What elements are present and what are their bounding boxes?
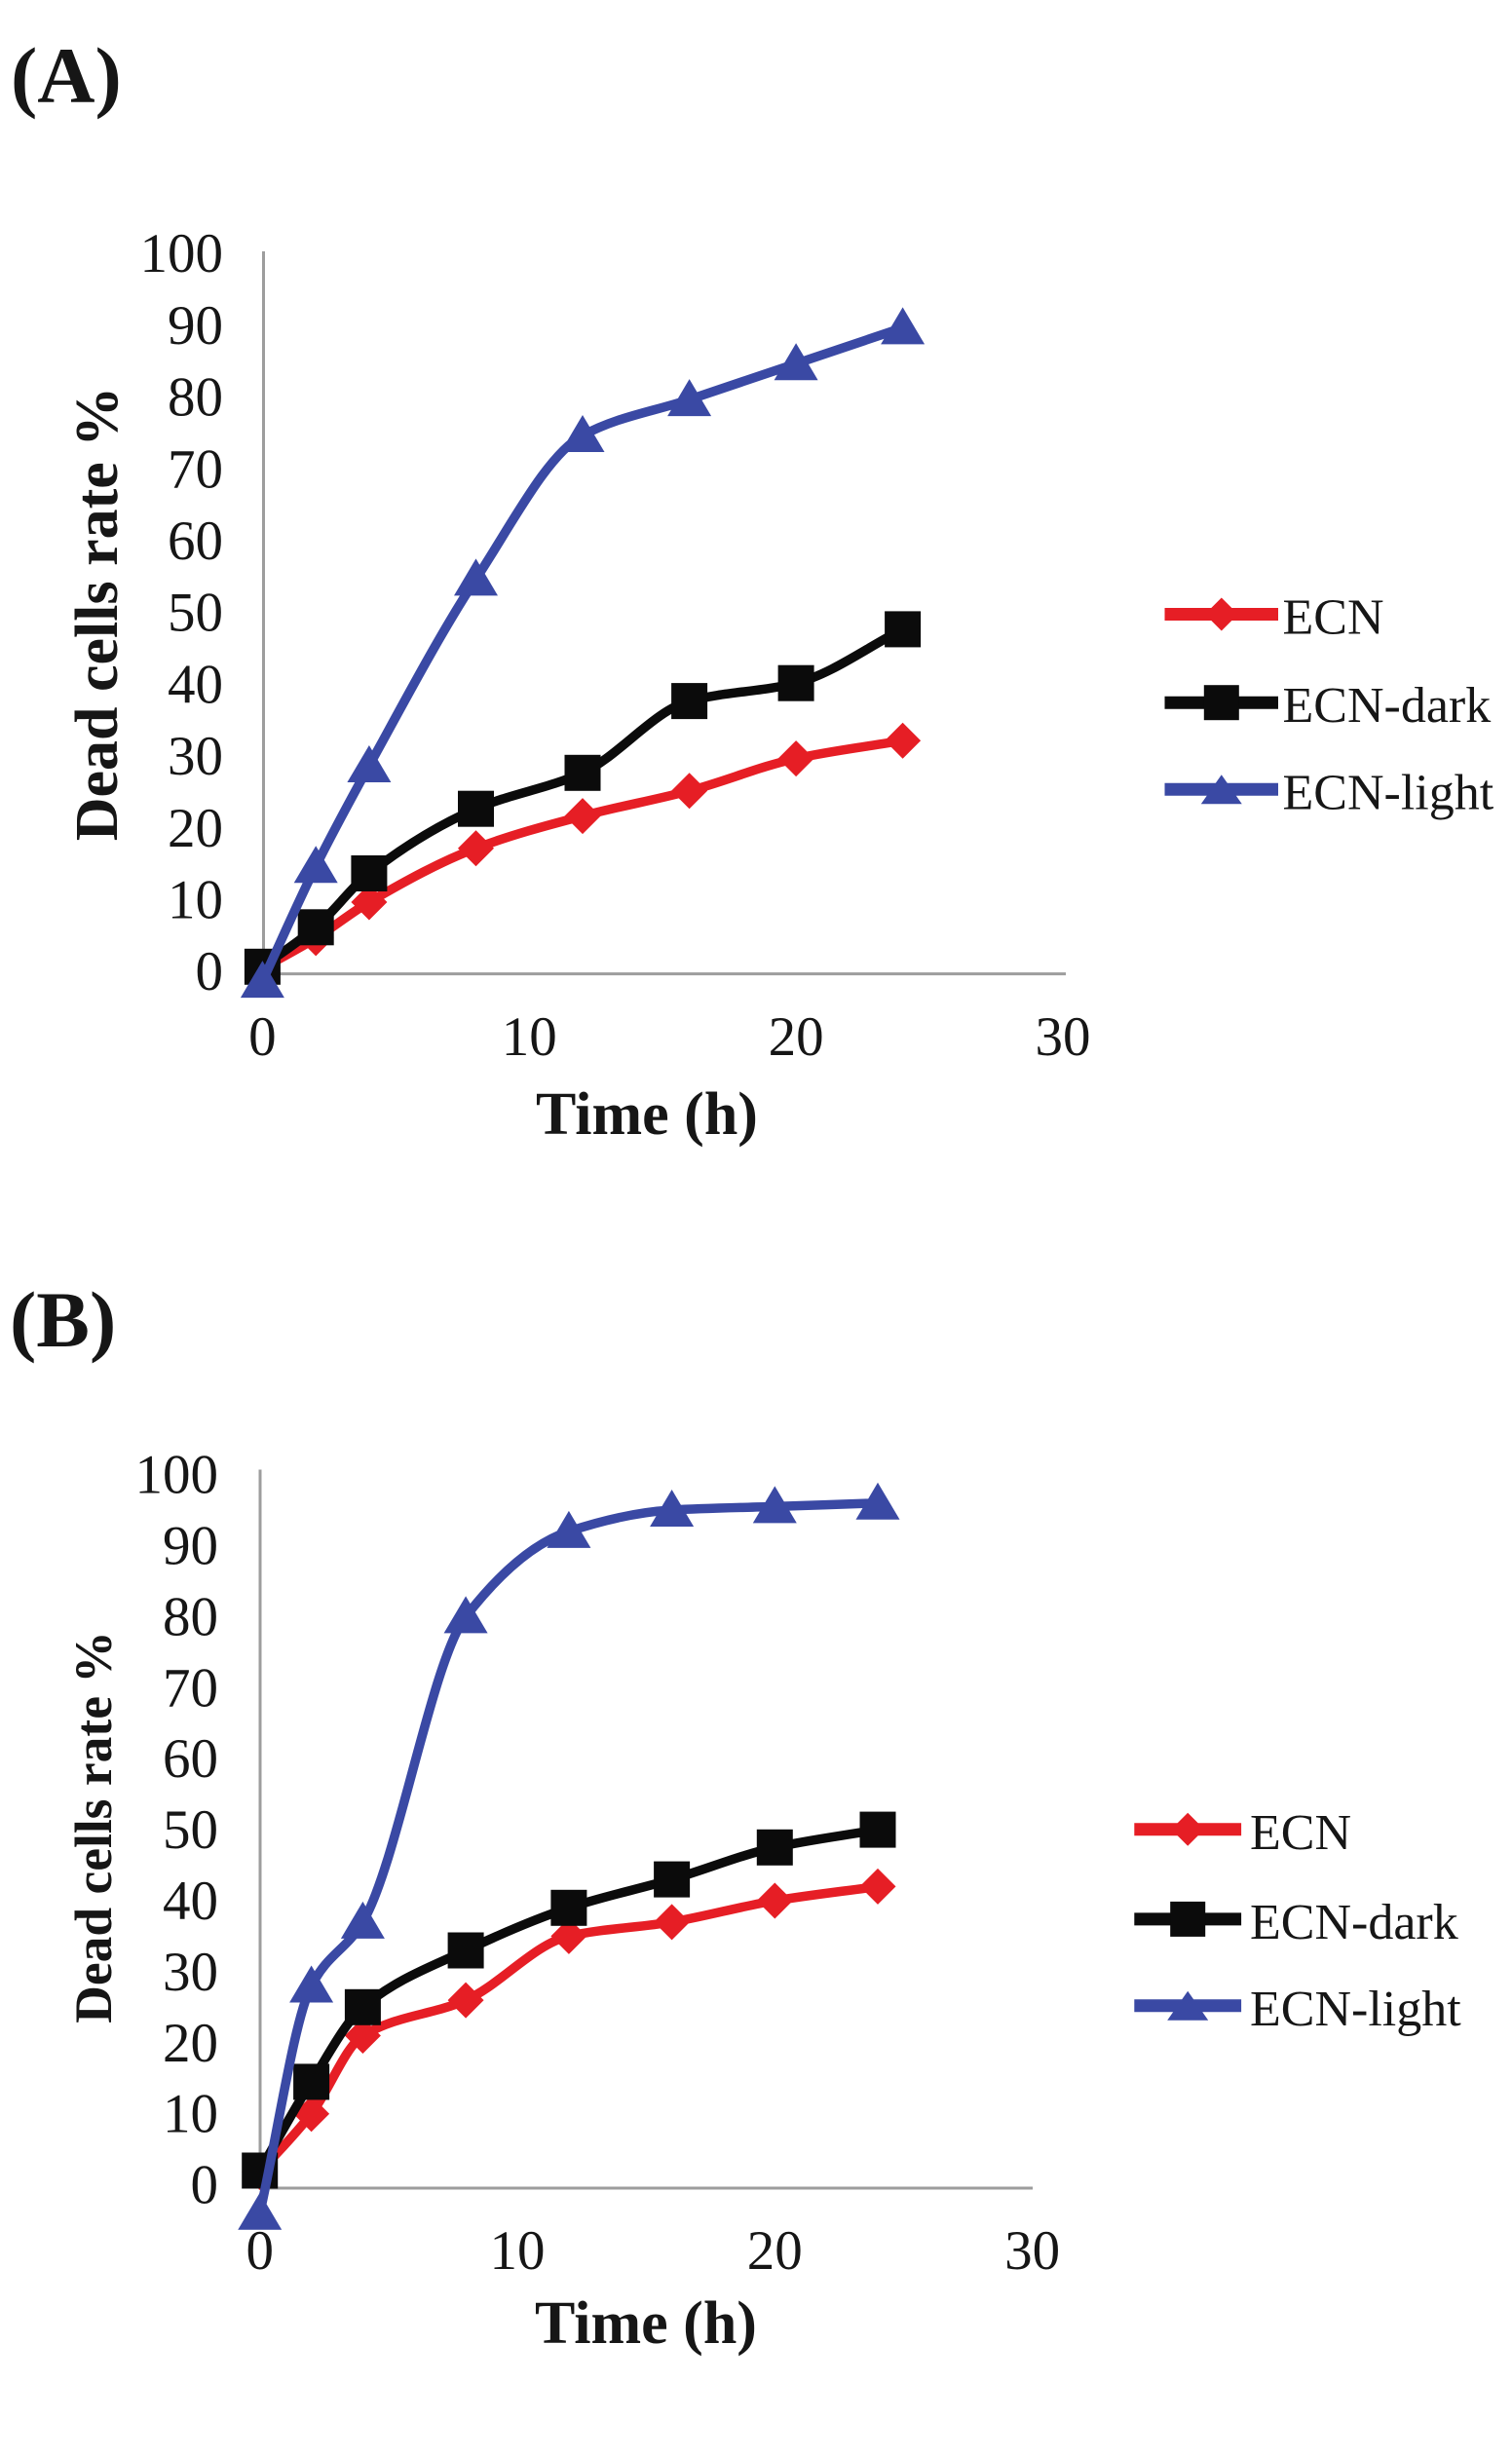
svg-text:10: 10 <box>168 870 223 931</box>
svg-text:10: 10 <box>502 1006 557 1068</box>
svg-text:0: 0 <box>248 1006 277 1068</box>
svg-text:0: 0 <box>191 2155 219 2216</box>
svg-text:20: 20 <box>747 2220 803 2282</box>
svg-text:100: 100 <box>140 223 224 284</box>
svg-text:50: 50 <box>163 1799 218 1861</box>
svg-text:(A): (A) <box>11 31 122 120</box>
svg-text:30: 30 <box>1004 2220 1060 2282</box>
svg-text:30: 30 <box>163 1942 218 2003</box>
svg-text:Time (h): Time (h) <box>535 2290 757 2357</box>
svg-text:60: 60 <box>163 1728 218 1790</box>
svg-text:(B): (B) <box>10 1275 116 1364</box>
svg-text:ECN-dark: ECN-dark <box>1283 678 1492 734</box>
svg-text:70: 70 <box>168 438 223 500</box>
svg-text:70: 70 <box>163 1657 218 1719</box>
svg-text:60: 60 <box>168 510 223 572</box>
svg-text:10: 10 <box>490 2220 546 2282</box>
svg-text:ECN-light: ECN-light <box>1283 765 1494 820</box>
svg-text:30: 30 <box>168 726 223 787</box>
svg-text:80: 80 <box>168 367 223 429</box>
svg-text:40: 40 <box>168 654 223 715</box>
svg-text:30: 30 <box>1036 1006 1091 1068</box>
svg-text:90: 90 <box>168 295 223 357</box>
svg-text:80: 80 <box>163 1586 218 1647</box>
svg-text:Time (h): Time (h) <box>536 1081 758 1148</box>
svg-text:ECN: ECN <box>1283 590 1384 646</box>
svg-text:ECN-dark: ECN-dark <box>1250 1895 1458 1950</box>
svg-text:20: 20 <box>168 798 223 859</box>
svg-text:20: 20 <box>769 1006 824 1068</box>
svg-text:ECN: ECN <box>1250 1805 1351 1861</box>
svg-text:50: 50 <box>168 583 223 644</box>
svg-text:100: 100 <box>135 1445 219 1506</box>
svg-text:Dead cells rate %: Dead cells rate % <box>64 1631 123 2023</box>
svg-text:0: 0 <box>246 2220 274 2282</box>
svg-text:90: 90 <box>163 1516 218 1577</box>
svg-text:ECN-light: ECN-light <box>1250 1982 1461 2037</box>
svg-text:40: 40 <box>163 1871 218 1932</box>
svg-text:0: 0 <box>196 941 224 1002</box>
svg-text:10: 10 <box>163 2084 218 2145</box>
svg-text:Dead cells rate %: Dead cells rate % <box>64 387 131 842</box>
svg-text:20: 20 <box>163 2013 218 2074</box>
